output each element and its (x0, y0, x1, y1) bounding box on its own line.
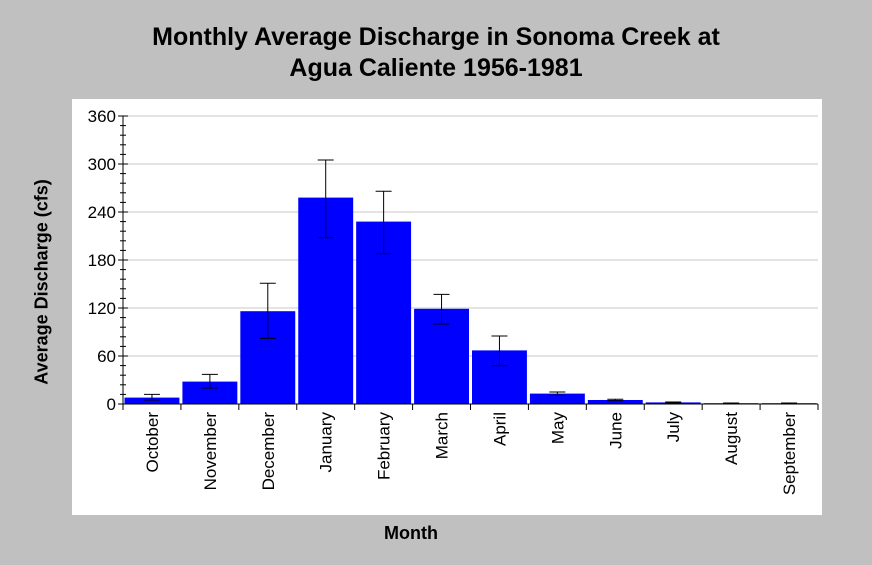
x-tick-label: September (780, 412, 799, 495)
y-tick-label: 60 (97, 347, 116, 366)
y-tick-label: 240 (88, 203, 116, 222)
bar (182, 381, 238, 404)
bar (529, 393, 585, 404)
x-tick-label: June (606, 412, 625, 449)
x-tick-label: January (317, 412, 336, 473)
x-tick-label: May (548, 412, 567, 445)
bar-chart: 0 60 120 180 240 300 360 October November Decembe… (88, 107, 819, 495)
bar (414, 308, 469, 404)
x-tick-label: December (259, 412, 278, 491)
x-tick-label: August (722, 412, 741, 465)
y-tick-label: 120 (88, 299, 116, 318)
chart-title-line-2: Agua Caliente 1956-1981 (289, 54, 583, 82)
x-tick-label: November (201, 412, 220, 491)
chart-title: Monthly Average Discharge in Sonoma Cree… (0, 22, 872, 84)
x-tick-label: July (664, 412, 683, 443)
x-tick-label: October (143, 412, 162, 473)
bar (124, 397, 180, 404)
y-tick-label: 0 (107, 395, 116, 414)
x-tick-label: March (433, 412, 452, 459)
x-tick-label: February (375, 412, 394, 481)
chart-title-line-1: Monthly Average Discharge in Sonoma Cree… (152, 23, 720, 51)
y-tick-label: 300 (88, 155, 116, 174)
x-tick-label: April (490, 412, 509, 446)
y-axis-label: Average Discharge (cfs) (31, 179, 52, 385)
x-axis-label: Month (384, 523, 438, 543)
bar (587, 400, 643, 404)
plot-panel: 0 60 120 180 240 300 360 October November Decembe… (72, 99, 822, 515)
y-tick-label: 180 (88, 251, 116, 270)
y-tick-label: 360 (88, 107, 116, 126)
